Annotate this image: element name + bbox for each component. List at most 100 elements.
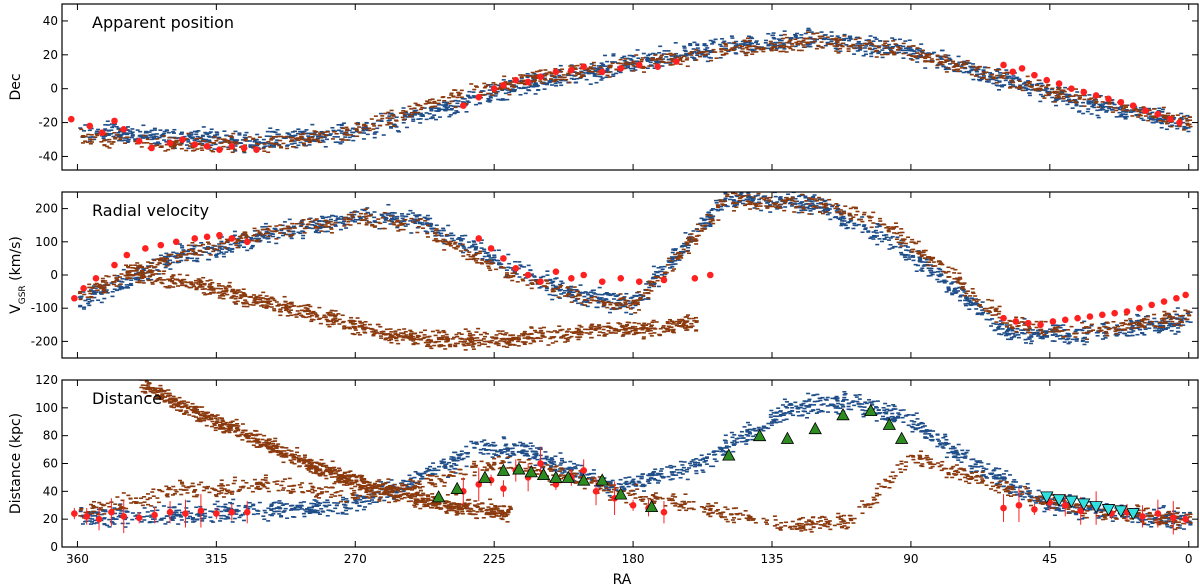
model-point: [363, 124, 368, 127]
model-point: [1059, 89, 1064, 91]
model-point: [1035, 88, 1040, 90]
model-point: [958, 282, 963, 284]
model-point: [162, 139, 167, 141]
model-point: [353, 210, 358, 213]
model-point: [1096, 116, 1101, 119]
model-point: [1182, 125, 1187, 128]
model-point: [262, 150, 267, 152]
model-point: [460, 238, 465, 240]
model-point: [293, 130, 298, 133]
model-point: [790, 45, 795, 47]
model-point: [112, 123, 117, 126]
model-point: [772, 45, 777, 47]
model-point: [174, 139, 179, 142]
model-point: [731, 199, 736, 201]
model-point: [553, 79, 558, 81]
model-point: [769, 49, 774, 52]
model-point: [461, 251, 466, 254]
model-point: [939, 274, 944, 277]
model-point: [1151, 119, 1156, 121]
model-point: [102, 139, 107, 142]
model-point: [391, 115, 396, 117]
model-point: [823, 199, 828, 202]
model-point: [557, 297, 562, 299]
model-point: [243, 134, 248, 136]
model-point: [116, 128, 121, 130]
model-point: [449, 237, 454, 240]
model-point: [1119, 114, 1124, 116]
model-point: [750, 53, 755, 56]
model-point: [781, 44, 786, 47]
model-point: [172, 142, 177, 145]
model-point: [601, 63, 606, 66]
model-point: [341, 122, 346, 125]
model-point: [874, 226, 879, 228]
model-point: [1066, 333, 1071, 336]
model-point: [1143, 328, 1148, 330]
model-point: [835, 40, 840, 43]
model-point: [319, 220, 324, 222]
model-point: [144, 130, 149, 133]
model-point: [816, 44, 821, 47]
model-point: [351, 216, 356, 219]
model-point: [342, 225, 347, 227]
model-point: [715, 204, 720, 206]
model-point: [830, 205, 835, 208]
model-point: [838, 50, 843, 53]
model-point: [1054, 104, 1059, 107]
model-point: [936, 63, 941, 66]
model-point: [744, 52, 749, 54]
model-point: [1161, 116, 1166, 119]
model-point: [503, 92, 508, 95]
model-point: [494, 259, 499, 262]
model-point: [867, 40, 872, 42]
model-point: [174, 141, 179, 144]
model-point: [1170, 114, 1175, 117]
model-point: [400, 116, 405, 119]
model-point: [299, 224, 304, 227]
model-point: [621, 298, 626, 300]
model-point: [844, 227, 849, 230]
model-point: [1016, 334, 1021, 336]
model-point: [589, 297, 594, 299]
model-point: [962, 291, 967, 293]
model-point: [455, 246, 460, 248]
model-point: [1100, 106, 1105, 109]
model-point: [793, 200, 798, 203]
model-point: [766, 47, 771, 50]
model-point: [984, 78, 989, 81]
model-point: [807, 197, 812, 199]
model-point: [1150, 111, 1155, 114]
model-point: [380, 217, 385, 219]
model-point: [422, 216, 427, 219]
model-point: [1135, 323, 1140, 326]
model-point: [611, 306, 616, 309]
model-point: [895, 236, 900, 239]
model-point: [1185, 312, 1190, 315]
series-position-2: [67, 58, 1183, 153]
model-point: [1041, 330, 1046, 332]
model-point: [552, 75, 557, 77]
model-point: [289, 143, 294, 145]
model-point: [440, 108, 445, 111]
model-point: [1041, 89, 1046, 91]
model-point: [634, 54, 639, 56]
model-point: [230, 248, 235, 251]
model-point: [427, 101, 432, 104]
model-point: [908, 47, 913, 49]
y-axis-label-position: Dec: [8, 73, 24, 100]
model-point: [932, 271, 937, 274]
model-point: [1015, 325, 1020, 328]
model-point: [940, 280, 945, 283]
model-point: [441, 104, 446, 106]
model-point: [1135, 313, 1140, 316]
model-point: [480, 259, 485, 261]
model-point: [517, 261, 522, 263]
model-point: [739, 50, 744, 53]
model-point: [245, 249, 250, 252]
model-point: [292, 225, 297, 228]
model-point: [801, 39, 806, 42]
model-point: [87, 136, 92, 139]
model-point: [101, 288, 106, 291]
model-point: [194, 137, 199, 140]
